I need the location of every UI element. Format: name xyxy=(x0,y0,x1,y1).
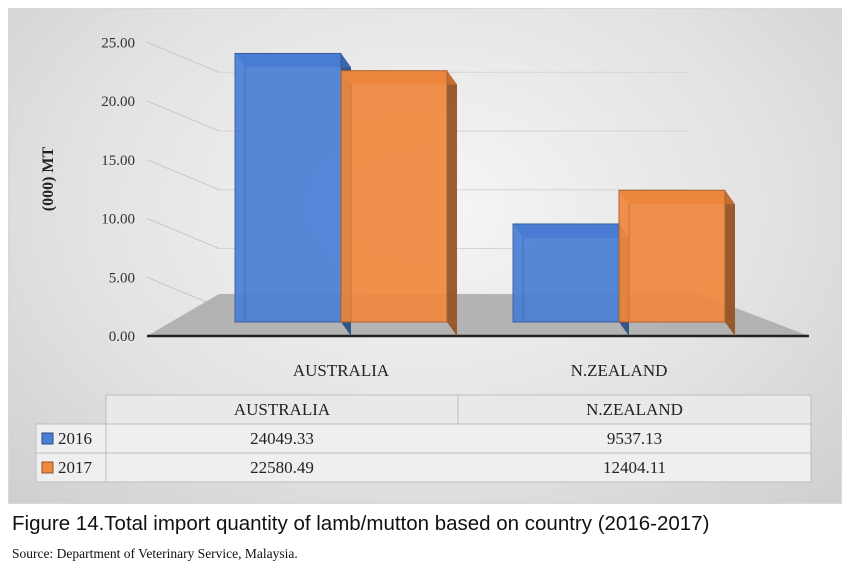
bar-front-face xyxy=(618,189,726,323)
bar-inner-edge xyxy=(244,67,351,323)
bar-inner-edge xyxy=(628,204,735,323)
y-axis-label: (000) MT xyxy=(40,146,57,211)
y-tick-label: 25.00 xyxy=(101,35,135,51)
y-tick-label: 5.00 xyxy=(109,270,135,286)
x-axis-categories: AUSTRALIA N.ZEALAND xyxy=(293,361,668,380)
bar-side-face xyxy=(447,70,457,336)
table-data-cell: 22580.49 xyxy=(250,458,314,477)
y-tick-label: 0.00 xyxy=(109,329,135,345)
gridline-side xyxy=(146,41,220,73)
y-tick-label: 10.00 xyxy=(101,212,135,228)
gridline-side xyxy=(146,159,220,191)
y-tick-label: 15.00 xyxy=(101,153,135,169)
x-category-label: AUSTRALIA xyxy=(293,361,390,380)
bar-front-face xyxy=(340,70,448,323)
legend-label: 2016 xyxy=(58,429,92,448)
y-tick-label: 20.00 xyxy=(101,94,135,110)
bar-front-face xyxy=(512,223,620,323)
bar-inner-edge xyxy=(350,84,457,323)
table-row xyxy=(35,452,812,483)
y-axis-ticks: 0.00 5.00 10.00 15.00 20.00 25.00 xyxy=(101,35,135,345)
gridline-side xyxy=(146,100,220,132)
bar-side-face xyxy=(725,190,735,336)
bar-2017-australia xyxy=(340,70,457,336)
gridline-side xyxy=(146,218,220,249)
bar-2016-nzealand xyxy=(512,223,629,336)
bar-chart-3d: 0.00 5.00 10.00 15.00 20.00 25.00 AUSTRALIA N.… xyxy=(35,35,812,483)
chart-panel: 0.00 5.00 10.00 15.00 20.00 25.00 AUSTRALIA N.… xyxy=(8,8,842,504)
legend-swatch-2016 xyxy=(41,432,54,445)
table-header-cell: AUSTRALIA xyxy=(234,400,331,419)
bar-2017-nzealand xyxy=(618,189,735,336)
bar-front-face xyxy=(234,52,342,323)
table-header-cell: N.ZEALAND xyxy=(586,400,683,419)
legend-label: 2017 xyxy=(58,458,93,477)
bar-2016-australia xyxy=(234,52,351,336)
table-data-cell: 12404.11 xyxy=(603,458,666,477)
data-table: AUSTRALIA N.ZEALAND 2016 24049.33 9537.13 201… xyxy=(35,394,812,483)
figure-caption: Figure 14.Total import quantity of lamb/… xyxy=(12,512,710,535)
bar-inner-edge xyxy=(522,237,629,323)
table-data-cell: 24049.33 xyxy=(250,429,314,448)
x-category-label: N.ZEALAND xyxy=(571,361,668,380)
table-row xyxy=(35,423,812,454)
bars xyxy=(234,52,735,336)
table-data-cell: 9537.13 xyxy=(607,429,662,448)
source-note: Source: Department of Veterinary Service… xyxy=(12,546,298,561)
legend-swatch-2017 xyxy=(41,461,54,474)
